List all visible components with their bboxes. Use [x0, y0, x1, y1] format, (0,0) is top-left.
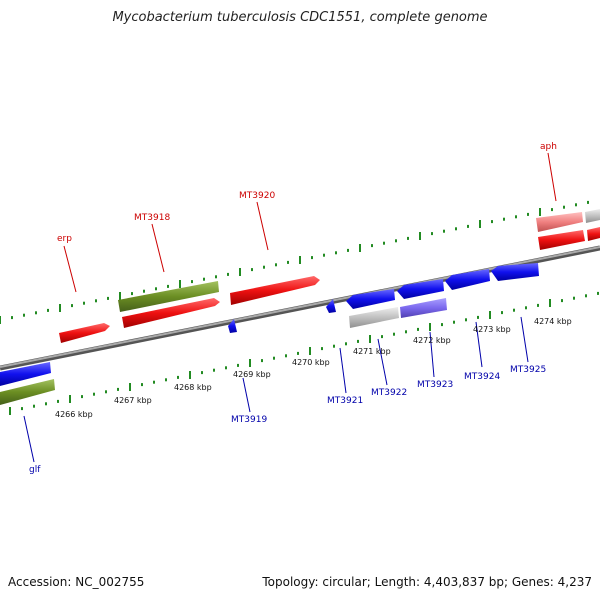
label-mt3920: MT3920 — [239, 191, 275, 201]
scale-label-4271: 4271 kbp — [353, 347, 391, 356]
gene-aph-grey[interactable] — [585, 209, 600, 223]
gene-mt3918[interactable] — [122, 298, 220, 328]
gene-mt3923-slate[interactable] — [400, 298, 447, 318]
leader-aph — [547, 152, 557, 202]
scale-label-4266: 4266 kbp — [55, 410, 93, 419]
tick-track-lower — [9, 291, 599, 415]
leader-glf — [23, 415, 35, 463]
gene-mt3922[interactable] — [346, 289, 395, 309]
scale-label-4274: 4274 kbp — [534, 317, 572, 326]
gene-aph-next[interactable] — [587, 227, 600, 241]
scale-label-4270: 4270 kbp — [292, 358, 330, 367]
scale-label-4268: 4268 kbp — [174, 383, 212, 392]
gene-mt3923[interactable] — [397, 279, 444, 299]
label-mt3924: MT3924 — [464, 372, 500, 382]
label-mt3923: MT3923 — [417, 380, 453, 390]
gene-mt3925[interactable] — [491, 263, 539, 281]
leader-mt3918 — [151, 223, 165, 273]
label-erp: erp — [57, 234, 72, 244]
gene-mt3918-olive[interactable] — [118, 281, 219, 312]
gene-mt3924[interactable] — [445, 269, 490, 290]
gene-mt3922-grey[interactable] — [349, 307, 399, 328]
label-mt3919: MT3919 — [231, 415, 267, 425]
label-mt3922: MT3922 — [371, 388, 407, 398]
map-title: Mycobacterium tuberculosis CDC1551, comp… — [112, 10, 488, 25]
gene-mt3920[interactable] — [230, 276, 320, 305]
gene-glf-olive[interactable] — [0, 379, 55, 405]
genome-summary-text: Topology: circular; Length: 4,403,837 bp… — [262, 575, 592, 589]
accession-text: Accession: NC_002755 — [8, 575, 145, 589]
gene-mt3921[interactable] — [326, 299, 336, 313]
gene-mt3919[interactable] — [228, 319, 237, 333]
gene-glf-upper[interactable] — [0, 362, 51, 386]
gene-aph-pink[interactable] — [536, 212, 583, 232]
gene-aph[interactable] — [538, 230, 585, 250]
scale-label-4272: 4272 kbp — [413, 336, 451, 345]
leader-mt3924 — [475, 321, 483, 368]
leader-erp — [63, 245, 77, 293]
label-glf: glf — [29, 465, 41, 475]
label-mt3925: MT3925 — [510, 365, 546, 375]
leader-mt3925 — [520, 316, 529, 363]
gene-erp[interactable] — [59, 323, 110, 343]
leader-mt3922 — [377, 338, 388, 386]
leader-mt3921 — [339, 347, 347, 394]
tick-track-upper — [0, 200, 589, 324]
scale-label-4273: 4273 kbp — [473, 325, 511, 334]
genome-backbone-highlight — [0, 246, 600, 368]
leader-mt3923 — [429, 331, 435, 378]
scale-label-4267: 4267 kbp — [114, 396, 152, 405]
label-aph: aph — [540, 142, 557, 152]
label-mt3918: MT3918 — [134, 213, 170, 223]
leader-mt3920 — [256, 201, 269, 251]
label-mt3921: MT3921 — [327, 396, 363, 406]
leader-mt3919 — [242, 377, 251, 413]
scale-label-4269: 4269 kbp — [233, 370, 271, 379]
